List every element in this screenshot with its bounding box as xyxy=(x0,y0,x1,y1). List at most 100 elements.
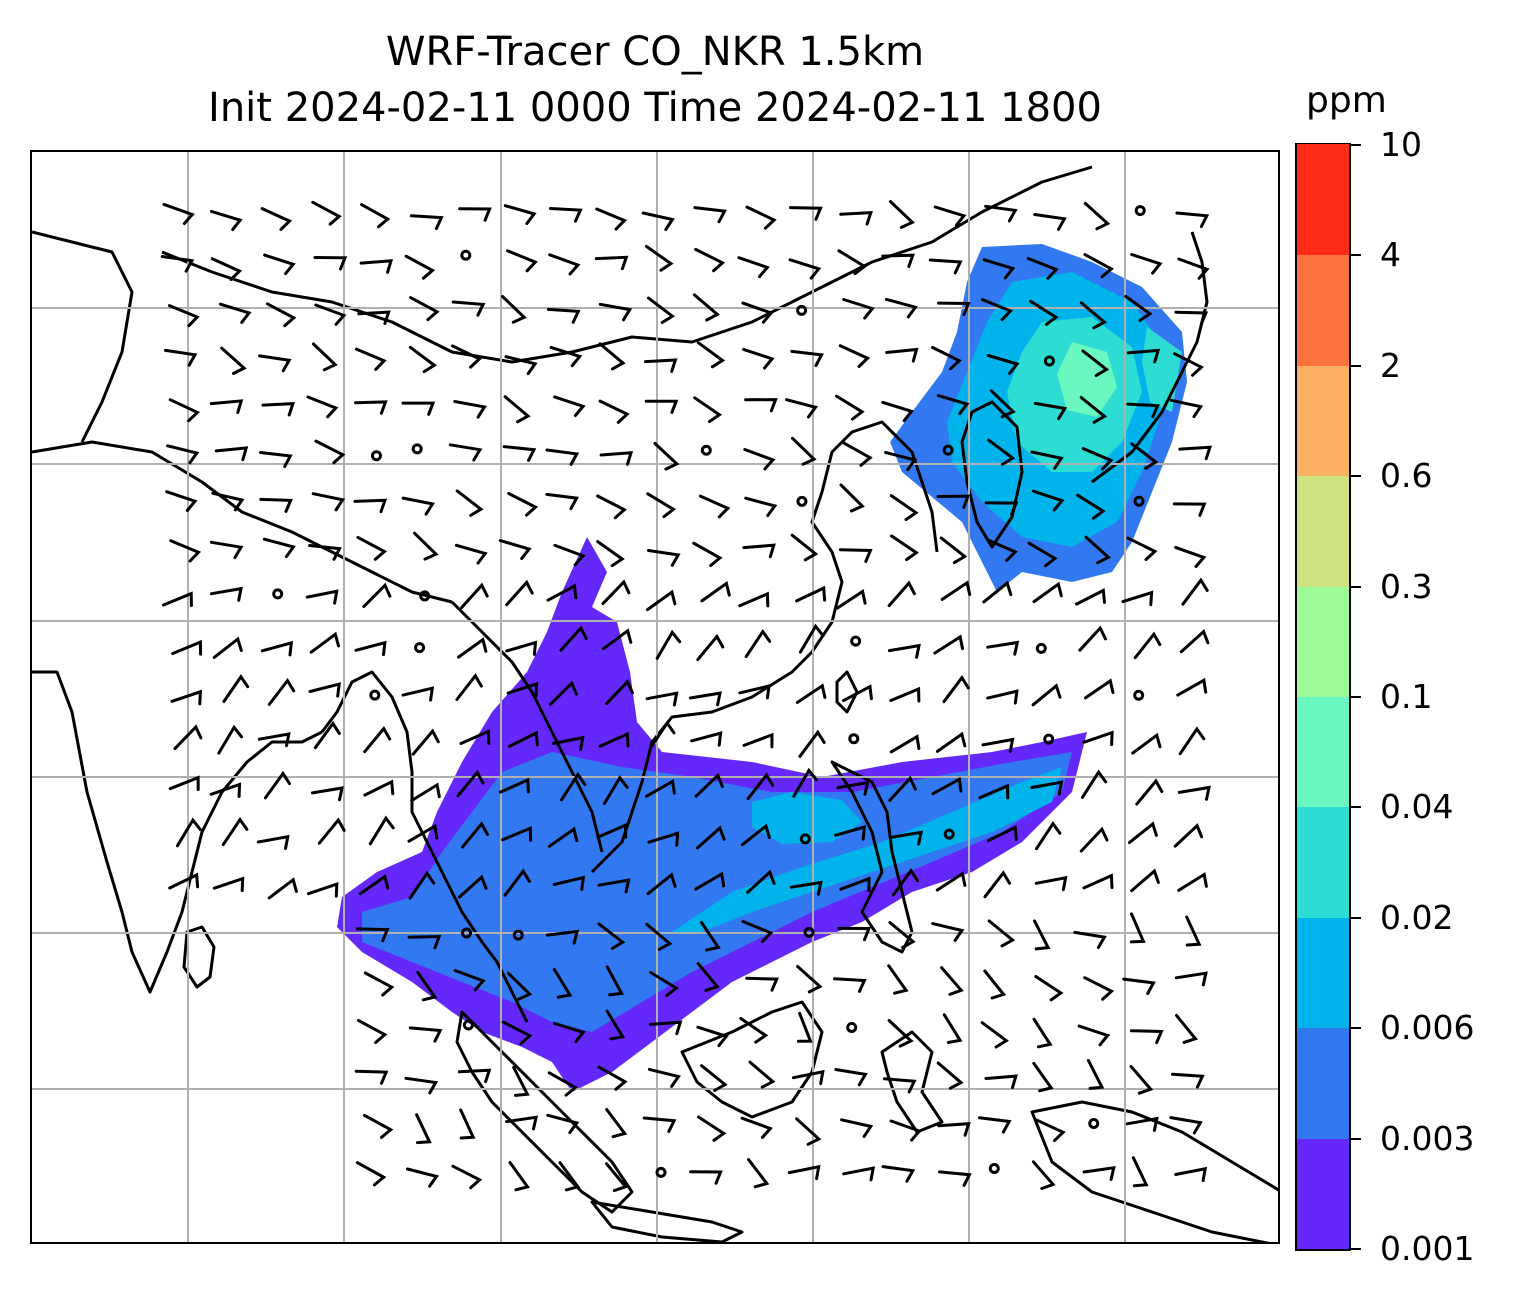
wind-barb xyxy=(990,389,1016,419)
wind-barb xyxy=(792,767,818,798)
wind-barb xyxy=(1178,445,1213,461)
colorbar-segment-8 xyxy=(1297,365,1349,477)
wind-barb xyxy=(984,1074,1018,1090)
wind-barb xyxy=(1122,977,1156,995)
wind-barb-calm xyxy=(1043,355,1055,367)
wind-barb xyxy=(313,720,341,750)
wind-barb xyxy=(605,1009,626,1041)
wind-barb-calm xyxy=(461,927,473,939)
wind-barb xyxy=(884,451,918,472)
wind-barb xyxy=(355,927,390,943)
wind-barb xyxy=(1083,253,1114,279)
wind-barb xyxy=(987,438,1016,466)
wind-barb xyxy=(647,831,680,847)
wind-barb xyxy=(549,345,583,368)
wind-barb xyxy=(209,540,244,560)
colorbar-unit: ppm xyxy=(1306,80,1387,121)
wind-barb xyxy=(1079,396,1108,424)
wind-barb xyxy=(785,398,819,419)
wind-barb xyxy=(168,872,200,890)
coast-mongolia-border xyxy=(161,165,1093,364)
wind-barb xyxy=(598,302,633,322)
wind-barb xyxy=(505,1115,539,1131)
wind-barb xyxy=(647,549,681,567)
wind-barb xyxy=(838,548,873,563)
wind-barb xyxy=(1033,213,1067,231)
wind-barb xyxy=(1181,577,1209,606)
wind-barb xyxy=(984,204,1018,223)
wind-barb xyxy=(696,1025,729,1048)
coast-taiwan xyxy=(835,670,859,714)
wind-barb-calm xyxy=(655,1166,667,1178)
wind-barb xyxy=(745,976,779,992)
wind-barb xyxy=(1175,1013,1198,1044)
colorbar-tick xyxy=(1351,144,1361,146)
wind-barb xyxy=(889,734,921,754)
wind-barb xyxy=(448,443,483,462)
wind-barb xyxy=(160,255,195,273)
colorbar-tick xyxy=(1351,364,1361,367)
wind-barb xyxy=(1121,590,1154,607)
wind-barb xyxy=(881,1165,916,1183)
wind-barb xyxy=(694,247,726,273)
wind-barb xyxy=(506,249,538,273)
wind-barb xyxy=(605,1108,628,1139)
wind-barb xyxy=(690,731,723,747)
wind-barb xyxy=(314,439,346,465)
wind-barb xyxy=(451,1164,483,1190)
wind-barb xyxy=(501,1020,533,1046)
wind-barb xyxy=(1173,352,1205,377)
wind-barb xyxy=(647,1067,681,1088)
colorbar-segment-2 xyxy=(1297,1027,1349,1139)
wind-barb xyxy=(1073,930,1107,949)
wind-barb xyxy=(836,780,870,796)
wind-barb xyxy=(890,534,919,562)
wind-barb xyxy=(411,728,440,756)
colorbar-segment-5 xyxy=(1297,696,1349,808)
wind-barb xyxy=(936,1061,964,1090)
wind-barb xyxy=(211,491,245,512)
wind-barb xyxy=(1174,971,1208,987)
border-himalaya xyxy=(32,440,453,604)
wind-barb xyxy=(1079,826,1109,853)
wind-barb xyxy=(930,345,962,371)
wind-barb xyxy=(698,494,731,519)
wind-barb xyxy=(165,490,198,512)
wind-barb xyxy=(738,591,770,608)
wind-barb xyxy=(739,1017,769,1044)
wind-barb xyxy=(262,537,296,559)
wind-barb xyxy=(454,543,488,565)
chart-title-line2: Init 2024-02-11 0000 Time 2024-02-11 180… xyxy=(208,85,1102,131)
colorbar-segment-6 xyxy=(1297,586,1349,697)
wind-barb xyxy=(787,1164,821,1181)
wind-barb xyxy=(692,541,723,567)
wind-barb xyxy=(940,966,964,996)
wind-barb xyxy=(363,779,395,797)
wind-barb xyxy=(354,347,387,371)
wind-barb xyxy=(312,342,338,372)
wind-barb xyxy=(980,1021,1009,1049)
wind-barbs xyxy=(160,200,1213,1193)
wind-barb xyxy=(162,591,193,608)
colorbar-tick xyxy=(1351,916,1361,919)
wind-barb xyxy=(507,492,539,517)
wind-barb xyxy=(838,344,871,368)
wind-barb xyxy=(692,293,720,322)
colorbar-segment-1 xyxy=(1297,1138,1349,1249)
wind-barb xyxy=(1129,1029,1164,1045)
wind-barb xyxy=(1131,732,1162,755)
wind-barb xyxy=(1031,683,1062,707)
coast-philippines xyxy=(830,760,914,954)
wind-barb xyxy=(1179,629,1210,654)
tracer-field xyxy=(337,244,1187,1092)
wind-barb xyxy=(505,579,534,607)
colorbar-segment-9 xyxy=(1297,254,1349,366)
wind-barb xyxy=(1083,201,1111,231)
wind-barb xyxy=(1075,588,1106,606)
wind-barb-calm xyxy=(988,1163,1000,1175)
wind-barb xyxy=(888,921,916,949)
wind-barb xyxy=(553,543,586,567)
wind-barb xyxy=(1081,349,1110,377)
wind-barb xyxy=(601,579,631,606)
wind-barb xyxy=(357,310,391,325)
